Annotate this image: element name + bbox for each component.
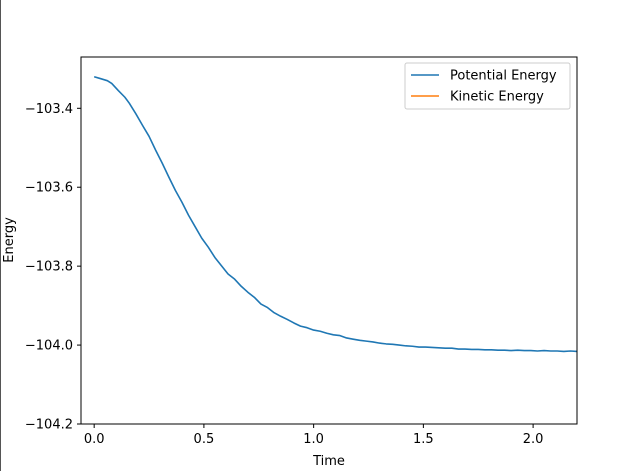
legend-label-0: Potential Energy	[450, 69, 557, 84]
plot-area-background	[81, 57, 577, 424]
y-tick-label: −104.2	[25, 418, 73, 433]
x-axis-label: Time	[312, 454, 345, 469]
y-axis-ticks: −103.4 −103.6 −103.8 −104.0 −104.2	[25, 102, 81, 433]
series-line-0	[93, 75, 577, 353]
legend: Potential Energy Kinetic Energy	[404, 62, 571, 110]
y-axis-label: Energy	[2, 217, 17, 263]
x-axis-ticks: 0.0 0.5 1.0 1.5 2.0	[84, 424, 544, 447]
y-tick-label: −104.0	[25, 339, 73, 354]
x-tick-label: 1.5	[413, 432, 434, 447]
x-tick-label: 2.0	[523, 432, 544, 447]
x-tick-label: 1.0	[303, 432, 324, 447]
plot-frame	[80, 56, 578, 425]
x-tick-label: 0.0	[84, 432, 105, 447]
x-tick-label: 0.5	[194, 432, 215, 447]
legend-label-1: Kinetic Energy	[450, 90, 544, 105]
legend-box	[404, 62, 571, 110]
y-tick-label: −103.6	[25, 181, 73, 196]
window-left-border	[0, 0, 1, 471]
series-layer	[93, 75, 577, 353]
y-tick-label: −103.8	[25, 260, 73, 275]
y-tick-label: −103.4	[25, 102, 73, 117]
